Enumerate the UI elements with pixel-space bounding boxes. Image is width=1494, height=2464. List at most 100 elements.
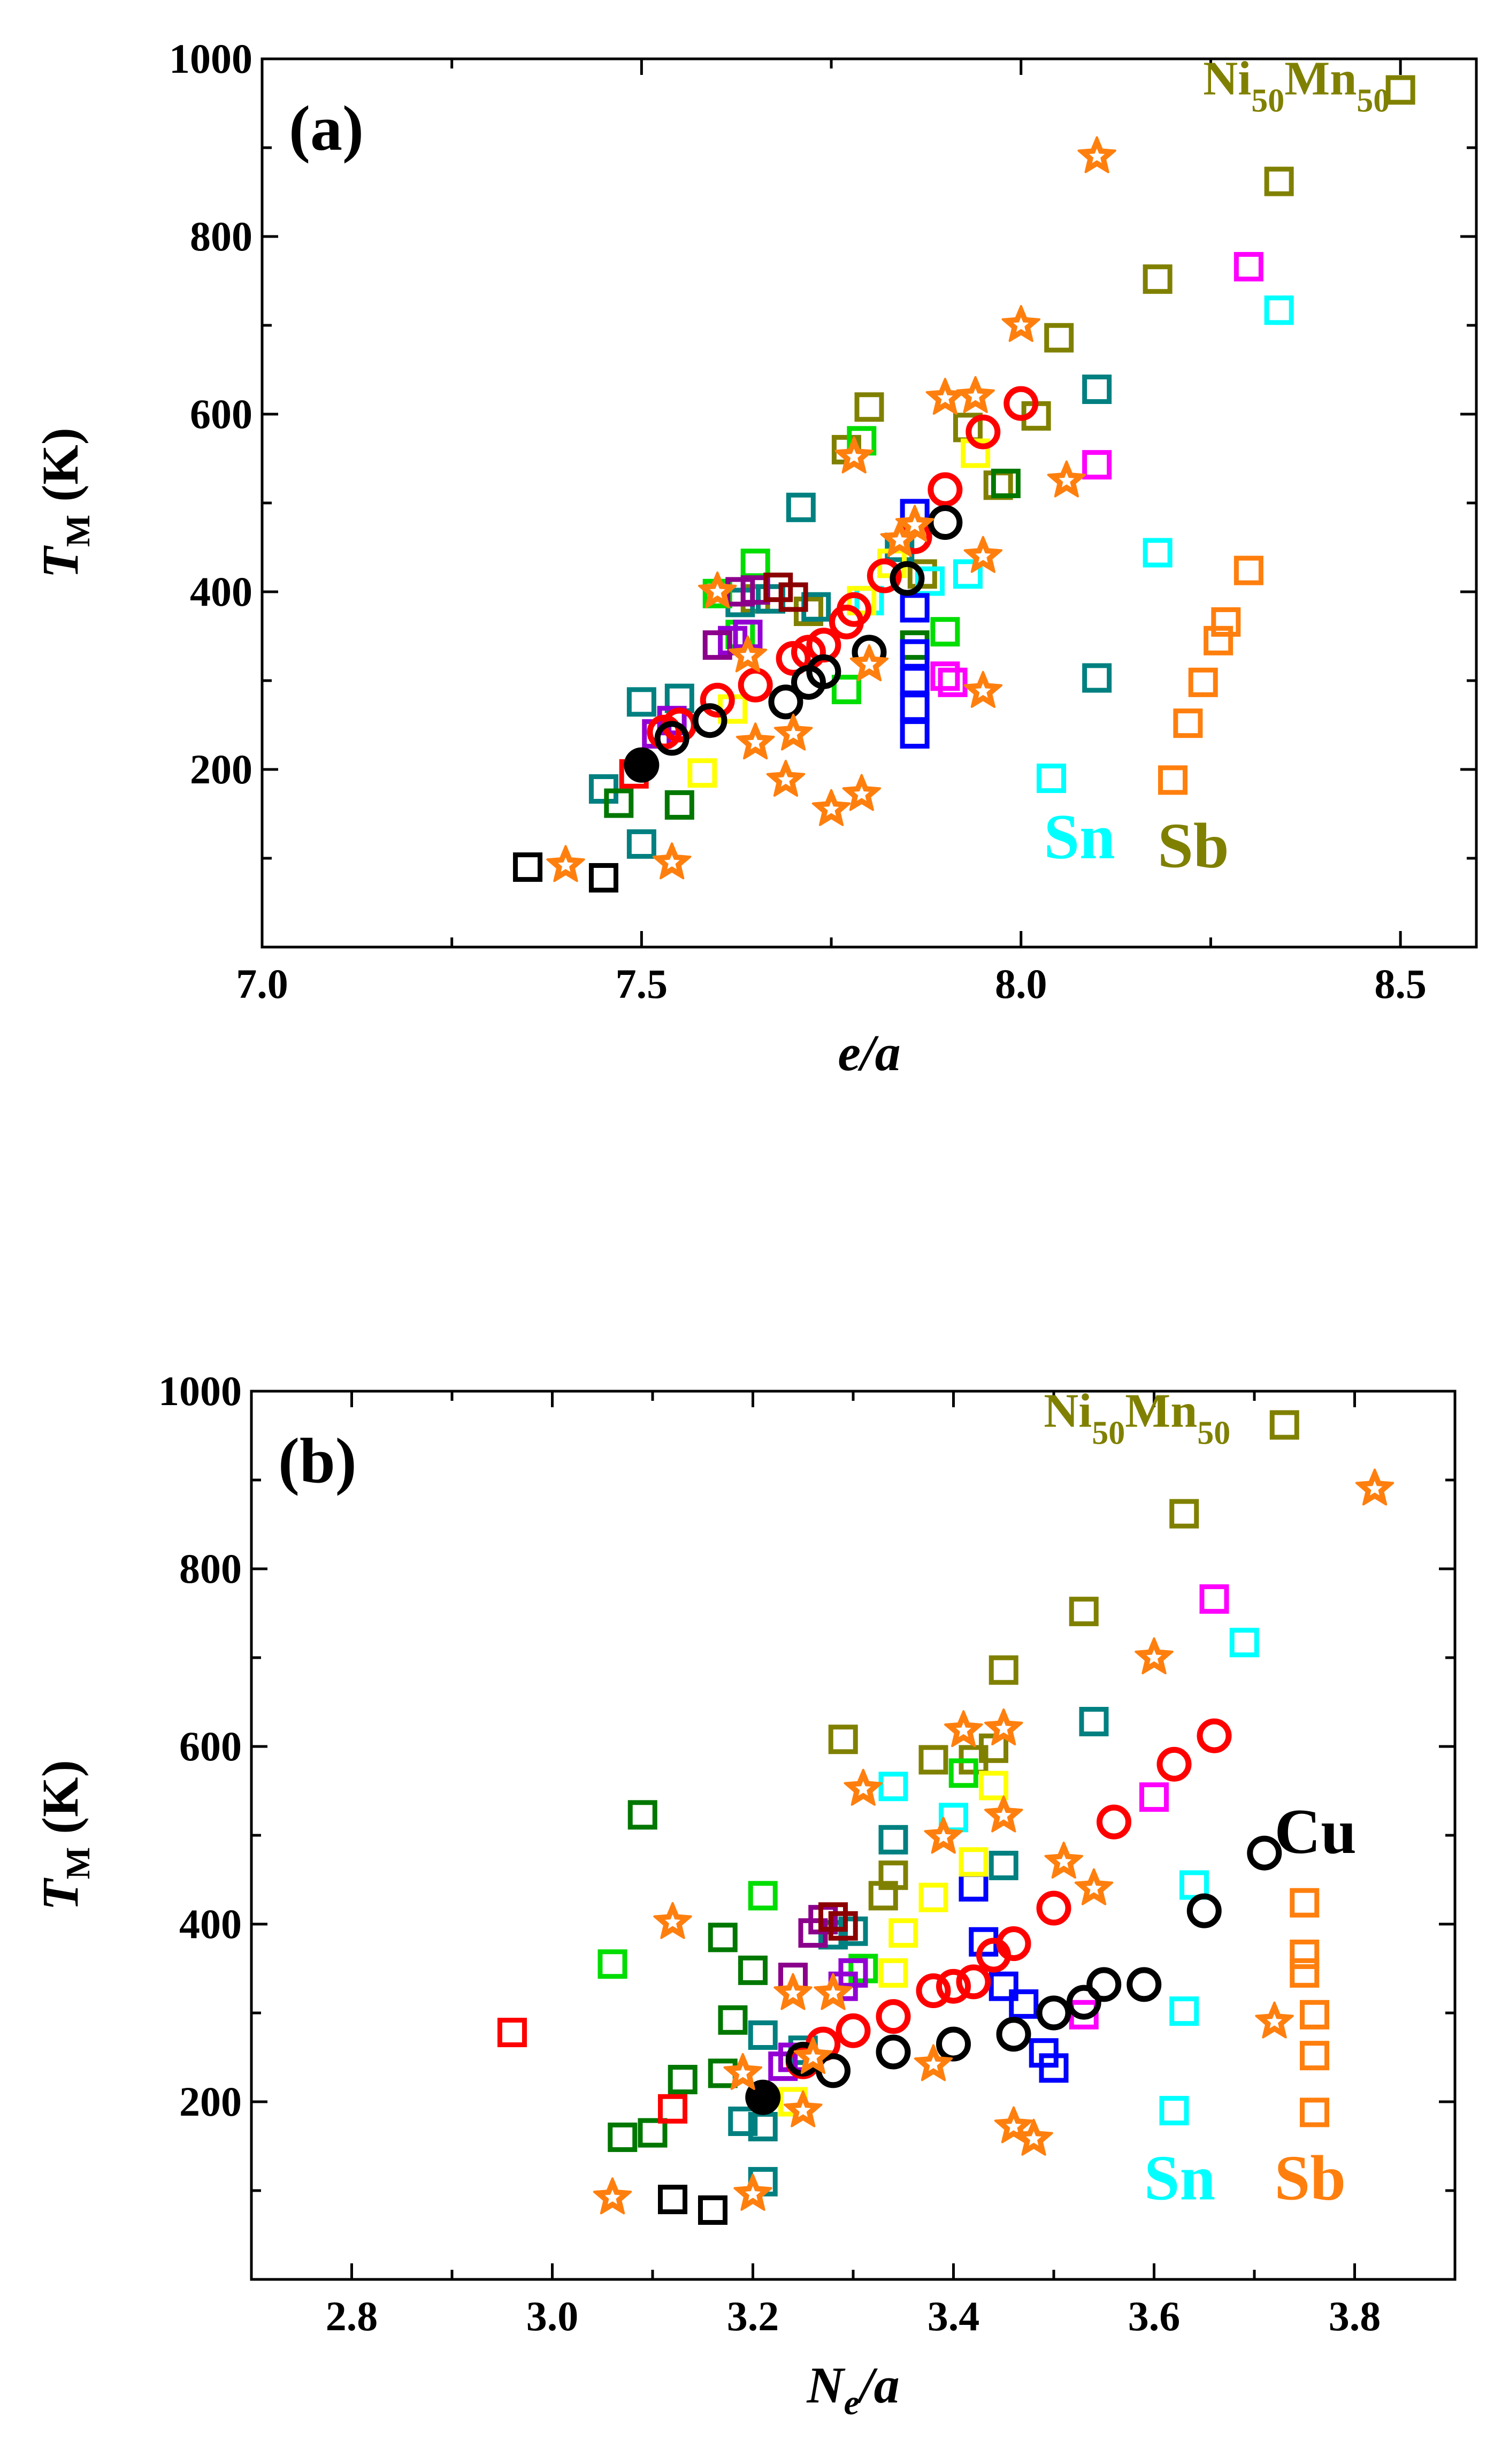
y-axis-label-main: T	[32, 1878, 89, 1911]
data-point-square	[1269, 1410, 1299, 1440]
data-point-square	[900, 593, 930, 623]
data-point-star-hole	[1146, 1649, 1162, 1665]
x-tick-label: 2.8	[326, 2293, 378, 2339]
data-point-circle	[1097, 1804, 1131, 1840]
data-point-square	[748, 2020, 778, 2050]
annotation-text: Cu	[1275, 1796, 1357, 1867]
x-tick-label: 3.2	[727, 2293, 779, 2339]
data-point-square	[728, 2107, 758, 2137]
data-point-star-hole	[1059, 472, 1075, 487]
data-point-square	[1069, 1597, 1099, 1627]
y-tick-label: 1000	[169, 35, 252, 82]
data-point-square	[627, 1800, 657, 1830]
data-point-star-hole	[823, 801, 839, 816]
data-point-square	[1300, 2041, 1329, 2071]
data-point-square	[768, 2051, 798, 2081]
y-tick-label: 800	[179, 1545, 242, 1592]
annotation-sub: 50	[1251, 82, 1284, 119]
series-Sb-orange	[1158, 555, 1263, 795]
x-tick-label: 3.6	[1128, 2293, 1181, 2339]
series-blue	[900, 499, 930, 749]
data-point-star-hole	[1013, 317, 1029, 332]
data-point-star-hole	[995, 1807, 1012, 1822]
data-point-star-hole	[805, 2049, 821, 2064]
data-point-circle	[867, 558, 902, 593]
series-Ni50Mn50-Sb	[740, 75, 1415, 627]
data-point-square	[1173, 708, 1203, 738]
data-point-square	[953, 559, 983, 589]
data-point-square	[989, 1655, 1018, 1685]
series-Sb-orange	[1290, 1888, 1329, 2127]
data-point-square	[989, 1850, 1018, 1880]
data-point-square	[878, 1772, 908, 1802]
y-axis-label-unit: (K)	[32, 1760, 89, 1847]
x-axis-label: e/a	[838, 1024, 900, 1081]
data-point-square	[1143, 264, 1173, 294]
data-point-circle	[829, 604, 864, 639]
series-teal	[728, 1707, 1109, 2196]
data-point-circle	[936, 1969, 971, 2004]
data-point-square	[900, 692, 930, 722]
data-point-star-hole	[735, 2065, 751, 2080]
data-point-circle	[1003, 386, 1039, 421]
data-point-circle	[996, 2017, 1031, 2052]
data-point-star-hole	[846, 448, 862, 463]
data-point-square	[740, 548, 770, 578]
data-point-star-hole	[1367, 1481, 1383, 1496]
annotation: Cu	[1275, 1796, 1357, 1867]
series-filled-black	[624, 747, 660, 783]
data-point-square	[831, 675, 861, 705]
data-point-circle	[1086, 1967, 1122, 2002]
x-axis-label: Ne/a	[806, 2356, 899, 2422]
data-point-square	[738, 1955, 768, 1985]
data-point-star-hole	[936, 1829, 952, 1844]
series-Ni50Mn50-Sb	[828, 1410, 1299, 1911]
data-point-star-hole	[925, 2056, 941, 2071]
data-point-square	[1233, 555, 1263, 585]
data-point-circle	[976, 1937, 1011, 1973]
data-point-star-hole	[968, 388, 983, 403]
data-point-square	[1264, 166, 1294, 196]
data-point-square	[1300, 2097, 1329, 2127]
y-tick-label: 600	[190, 391, 252, 437]
data-point-square	[1385, 75, 1415, 105]
data-point-square	[991, 468, 1021, 498]
series-red-circle	[647, 386, 1039, 750]
data-point-square	[828, 1725, 858, 1754]
annotation: Sn	[1044, 801, 1115, 872]
data-point-square	[702, 630, 732, 660]
data-point-circle	[776, 641, 811, 676]
data-point-circle	[1127, 1967, 1162, 2002]
data-point-square	[778, 582, 808, 612]
data-point-star-hole	[955, 1722, 971, 1737]
data-point-circle	[1156, 1746, 1192, 1782]
data-point-square	[1069, 2000, 1099, 2030]
series-Sn	[854, 295, 1294, 794]
data-point-square	[1169, 1996, 1199, 2026]
x-tick-label: 7.0	[236, 960, 288, 1007]
data-point-square	[664, 790, 694, 820]
data-point-star-hole	[937, 390, 953, 405]
y-tick-label: 800	[190, 213, 252, 260]
data-point-circle	[956, 1964, 991, 2000]
annotation-text: Sn	[1044, 801, 1115, 872]
data-point-circle	[1036, 1995, 1071, 2031]
data-point-square	[1139, 1782, 1169, 1812]
data-point-star-hole	[709, 583, 725, 599]
panel-label: (b)	[278, 1425, 357, 1496]
data-point-square	[918, 1882, 948, 1912]
data-point-square	[938, 667, 968, 697]
y-tick-label: 400	[190, 568, 252, 615]
data-point-square	[763, 573, 793, 602]
panel-b: 2.8 3.0 3.2 3.4 3.6 3.82004006008001000Ne/aTM…	[32, 1368, 1457, 2422]
series-green	[597, 1758, 978, 1984]
data-point-circle	[836, 2013, 871, 2048]
series-magenta	[930, 251, 1263, 697]
y-tick-label: 600	[179, 1723, 242, 1769]
data-point-square	[786, 492, 816, 522]
data-point-circle	[654, 721, 689, 756]
annotation-text2: Mn	[1284, 52, 1357, 105]
data-point-square	[497, 2018, 527, 2048]
data-point-square	[915, 566, 945, 596]
